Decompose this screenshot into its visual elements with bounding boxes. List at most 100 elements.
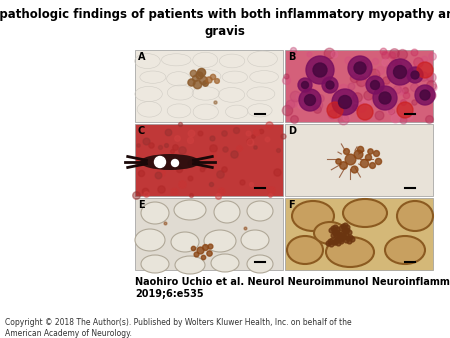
- Point: [209, 74, 216, 80]
- Point: [427, 92, 434, 98]
- Point: [335, 231, 342, 237]
- Point: [247, 139, 254, 145]
- Point: [339, 162, 346, 168]
- Point: [172, 163, 179, 169]
- Point: [381, 52, 388, 58]
- Point: [186, 137, 194, 142]
- Circle shape: [298, 78, 312, 92]
- Circle shape: [417, 62, 433, 78]
- Point: [202, 80, 209, 86]
- Point: [187, 192, 194, 197]
- Point: [377, 68, 384, 73]
- Point: [221, 147, 228, 152]
- Point: [391, 59, 398, 64]
- Point: [328, 241, 335, 247]
- Point: [279, 134, 286, 139]
- Ellipse shape: [211, 254, 239, 272]
- Point: [193, 251, 200, 257]
- Point: [414, 59, 422, 65]
- Ellipse shape: [135, 229, 165, 251]
- Point: [397, 109, 405, 114]
- Point: [328, 227, 335, 233]
- Bar: [135, 50, 283, 122]
- Point: [342, 237, 350, 243]
- Point: [230, 151, 238, 157]
- Point: [189, 245, 197, 251]
- Point: [176, 166, 183, 171]
- Point: [328, 237, 336, 243]
- Point: [218, 189, 225, 194]
- Point: [171, 188, 178, 194]
- Point: [388, 108, 395, 114]
- Point: [333, 226, 341, 232]
- Point: [205, 250, 212, 256]
- Point: [212, 99, 219, 105]
- Point: [348, 236, 356, 242]
- Point: [317, 95, 324, 100]
- Ellipse shape: [175, 256, 205, 274]
- Point: [360, 62, 367, 67]
- Point: [331, 105, 338, 110]
- Point: [301, 96, 308, 102]
- Point: [333, 233, 340, 239]
- Point: [313, 106, 320, 111]
- Point: [274, 148, 282, 153]
- Point: [248, 181, 255, 186]
- Ellipse shape: [314, 222, 346, 244]
- Point: [202, 244, 209, 250]
- Point: [220, 130, 227, 135]
- Ellipse shape: [385, 236, 425, 264]
- Point: [154, 172, 162, 177]
- Point: [331, 230, 338, 236]
- Point: [344, 235, 351, 241]
- Point: [141, 189, 148, 194]
- Circle shape: [338, 96, 351, 108]
- Point: [337, 233, 344, 239]
- Point: [358, 78, 365, 84]
- Circle shape: [387, 59, 413, 85]
- Point: [205, 77, 212, 83]
- Point: [366, 148, 373, 154]
- Point: [135, 143, 142, 148]
- Point: [343, 224, 351, 230]
- Point: [362, 80, 369, 85]
- Circle shape: [373, 86, 397, 110]
- Circle shape: [379, 92, 391, 104]
- Point: [330, 52, 338, 57]
- Point: [156, 144, 163, 149]
- Point: [330, 228, 338, 234]
- Point: [331, 103, 338, 108]
- Ellipse shape: [141, 202, 169, 224]
- Point: [338, 232, 346, 238]
- Circle shape: [154, 156, 166, 168]
- Point: [387, 108, 394, 113]
- Point: [342, 114, 350, 120]
- Point: [357, 104, 364, 110]
- Point: [207, 243, 214, 249]
- Point: [220, 166, 227, 172]
- Circle shape: [348, 56, 372, 80]
- Point: [162, 142, 170, 148]
- Point: [339, 223, 346, 229]
- Point: [165, 130, 172, 135]
- Point: [351, 166, 358, 172]
- Point: [348, 67, 356, 73]
- Point: [350, 75, 357, 80]
- Ellipse shape: [247, 255, 273, 273]
- Point: [340, 116, 347, 122]
- Ellipse shape: [247, 201, 273, 221]
- Circle shape: [370, 80, 379, 90]
- Point: [402, 93, 410, 98]
- Point: [241, 225, 248, 231]
- Ellipse shape: [214, 201, 240, 223]
- Point: [399, 118, 406, 123]
- Point: [331, 224, 338, 230]
- Point: [171, 144, 179, 150]
- Point: [364, 154, 372, 160]
- Point: [188, 160, 195, 165]
- Point: [391, 50, 398, 56]
- Ellipse shape: [141, 255, 169, 273]
- Point: [379, 48, 387, 53]
- Point: [355, 151, 362, 157]
- Point: [346, 234, 354, 240]
